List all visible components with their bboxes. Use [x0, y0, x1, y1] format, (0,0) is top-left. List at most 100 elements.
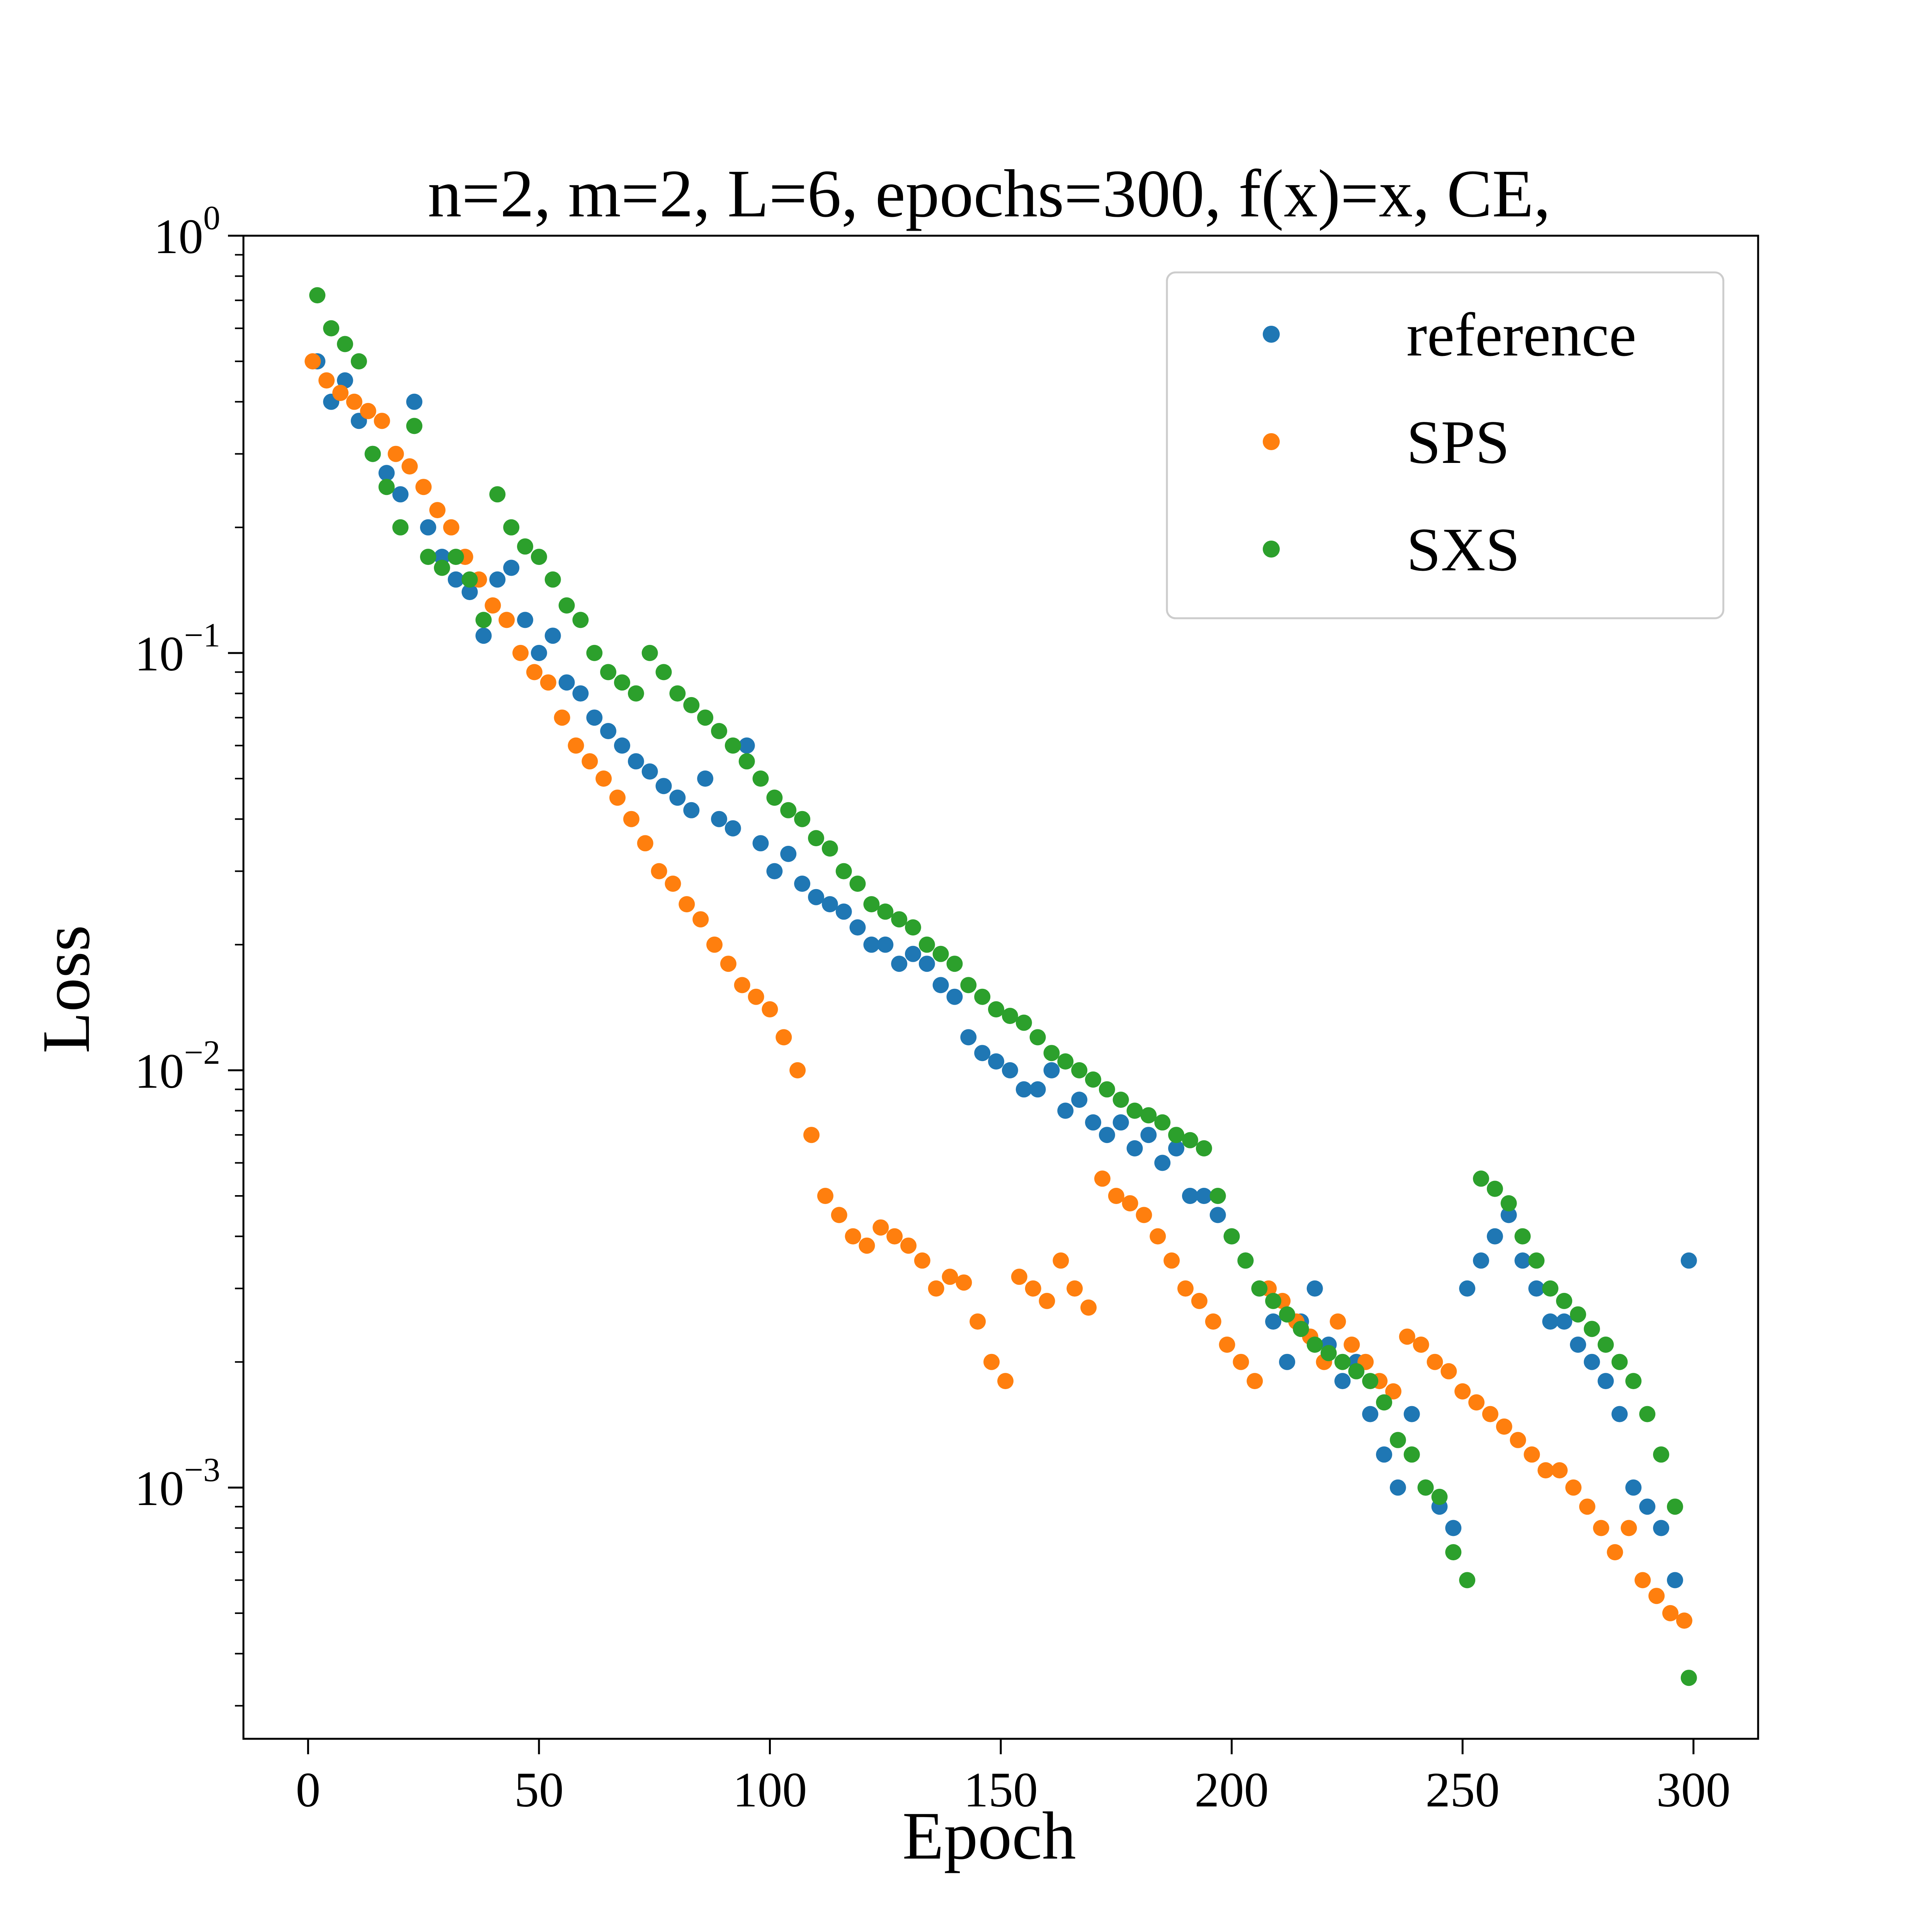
data-point [1427, 1354, 1443, 1370]
data-point [1653, 1446, 1669, 1463]
data-point [609, 789, 626, 806]
data-point [531, 645, 547, 661]
data-point [360, 403, 376, 419]
x-tick-label: 0 [296, 1762, 320, 1817]
chart-title: n=2, m=2, L=6, epochs=300, f(x)=x, CE, [428, 156, 1551, 231]
data-point [429, 502, 446, 519]
data-point [1265, 1313, 1282, 1330]
legend-marker [1263, 326, 1280, 343]
data-point [1500, 1207, 1517, 1223]
data-point [988, 1001, 1004, 1018]
data-point [309, 287, 326, 304]
data-point [350, 353, 367, 370]
data-point [1473, 1170, 1489, 1187]
data-point [600, 723, 617, 739]
data-point [628, 753, 644, 770]
data-point [1057, 1053, 1074, 1070]
data-point [1440, 1363, 1457, 1379]
data-point [766, 789, 783, 806]
data-point [748, 988, 764, 1005]
data-point [863, 936, 880, 953]
data-point [849, 919, 866, 936]
data-point [1680, 1252, 1697, 1269]
data-point [558, 597, 575, 614]
x-axis-label: Epoch [902, 1798, 1076, 1874]
data-point [669, 789, 686, 806]
data-point [1399, 1328, 1415, 1345]
data-point [1099, 1081, 1115, 1098]
data-point [794, 876, 811, 892]
data-point [1625, 1479, 1642, 1496]
data-point [540, 674, 556, 691]
data-point [683, 802, 700, 818]
data-point [1168, 1127, 1185, 1143]
data-point [877, 936, 894, 953]
x-tick-label: 100 [733, 1762, 807, 1817]
data-point [1112, 1092, 1129, 1108]
legend-marker [1263, 433, 1280, 450]
data-point [1126, 1102, 1143, 1119]
data-point [1528, 1280, 1545, 1297]
data-point [1662, 1605, 1679, 1621]
data-point [1043, 1045, 1060, 1061]
data-point [1667, 1572, 1683, 1588]
data-point [1348, 1363, 1365, 1379]
data-point [420, 519, 436, 536]
data-point [789, 1062, 806, 1078]
legend-marker [1263, 541, 1280, 558]
data-point [318, 372, 335, 389]
data-point [1417, 1479, 1434, 1496]
data-point [1362, 1406, 1379, 1422]
data-point [392, 519, 409, 536]
data-point [803, 1127, 820, 1143]
data-point [683, 697, 700, 713]
data-point [1542, 1313, 1559, 1330]
data-point [1182, 1132, 1198, 1148]
data-point [956, 1274, 972, 1291]
data-point [1306, 1280, 1323, 1297]
data-point [364, 446, 381, 462]
data-point [942, 1269, 958, 1285]
data-point [835, 863, 852, 879]
data-point [651, 863, 667, 879]
data-point [1233, 1354, 1249, 1370]
data-point [1362, 1373, 1379, 1389]
data-point [1496, 1418, 1512, 1435]
data-point [641, 763, 658, 780]
data-point [1163, 1252, 1180, 1269]
data-point [378, 479, 395, 495]
data-point [821, 840, 838, 857]
y-tick-label: 100 [154, 199, 220, 264]
data-point [568, 737, 584, 754]
data-point [595, 770, 612, 787]
legend-box [1166, 271, 1725, 619]
data-point [900, 1237, 917, 1254]
data-point [475, 628, 492, 644]
data-point [1205, 1313, 1221, 1330]
data-point [859, 1237, 875, 1254]
data-point [983, 1354, 1000, 1370]
data-point [1126, 1140, 1143, 1156]
data-point [863, 896, 880, 913]
data-point [1196, 1188, 1212, 1204]
data-point [946, 956, 963, 972]
data-point [1583, 1321, 1600, 1337]
data-point [1196, 1140, 1212, 1156]
data-point [304, 353, 321, 370]
data-point [1611, 1406, 1628, 1422]
data-point [905, 919, 921, 936]
data-point [817, 1188, 833, 1204]
data-point [1486, 1228, 1503, 1245]
data-point [780, 802, 797, 818]
data-point [1376, 1446, 1392, 1463]
data-point [734, 977, 750, 993]
legend: reference SPS SXS [1166, 271, 1725, 619]
data-point [1140, 1107, 1157, 1124]
data-point [974, 1045, 991, 1061]
data-point [706, 936, 723, 953]
data-point [1039, 1293, 1055, 1309]
data-point [974, 988, 991, 1005]
data-point [1528, 1252, 1545, 1269]
data-point [512, 645, 529, 661]
data-point [558, 674, 575, 691]
